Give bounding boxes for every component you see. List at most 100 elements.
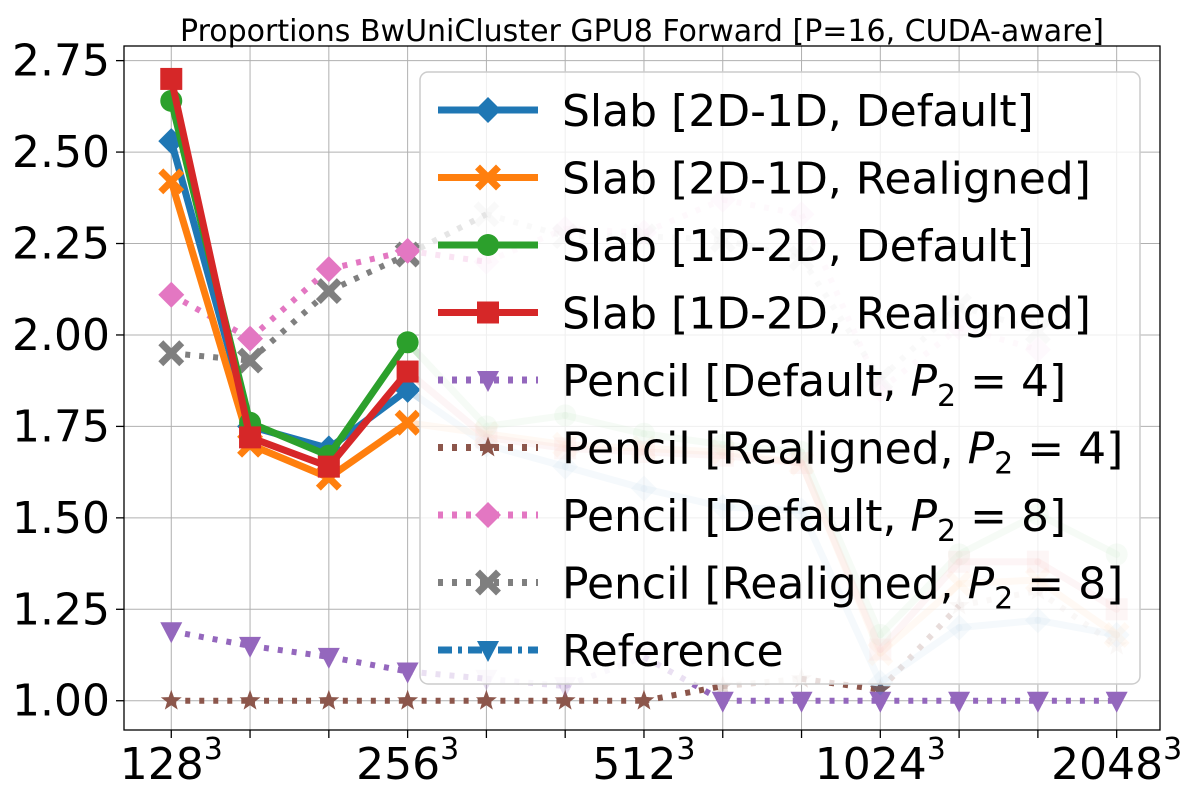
legend-entry: Pencil [Realigned, P2 = 4] — [438, 424, 1123, 482]
marker-shape — [396, 360, 419, 383]
marker-shape — [317, 455, 340, 478]
series-line-segment — [248, 288, 331, 363]
data-point — [158, 340, 185, 367]
marker-shape — [475, 689, 497, 710]
data-point — [394, 409, 421, 436]
data-point — [396, 331, 419, 354]
legend-label: Slab [1D-2D, Default] — [562, 221, 1034, 272]
marker-shape — [237, 347, 264, 374]
x-tick-label: 2563 — [356, 732, 459, 790]
y-tick-label: 2.00 — [12, 310, 110, 361]
marker-shape — [160, 67, 183, 90]
legend-entry: Pencil [Realigned, P2 = 8] — [438, 559, 1123, 617]
series-line-segment — [325, 338, 412, 460]
series-line-segment — [246, 433, 333, 471]
marker-shape — [711, 691, 734, 713]
series-line-segment — [325, 419, 412, 482]
data-point — [237, 347, 264, 374]
marker-shape — [160, 689, 182, 710]
marker-shape — [475, 164, 501, 191]
marker-shape — [790, 691, 813, 713]
legend: Slab [2D-1D, Default] Slab [2D-1D, Realig… — [419, 71, 1141, 685]
x-tick-label: 20483 — [1051, 732, 1182, 790]
y-tick-label: 2.25 — [12, 219, 110, 270]
legend-marker — [475, 569, 501, 596]
x-tick-label: 1283 — [120, 732, 223, 790]
marker-shape — [315, 256, 342, 283]
marker-shape — [317, 647, 340, 669]
legend-entry: Slab [2D-1D, Default] — [438, 86, 1034, 137]
data-point — [160, 67, 183, 90]
legend-label: Slab [2D-1D, Default] — [562, 86, 1034, 137]
marker-shape — [712, 675, 734, 696]
data-point — [160, 622, 183, 644]
marker-shape — [948, 691, 971, 713]
marker-shape — [394, 409, 421, 436]
marker-shape — [477, 234, 499, 256]
data-point — [394, 237, 421, 264]
marker-shape — [318, 689, 340, 710]
marker-shape — [633, 689, 655, 710]
data-point — [315, 278, 342, 305]
data-point — [239, 426, 262, 449]
marker-shape — [397, 689, 419, 710]
marker-shape — [239, 689, 261, 710]
marker-shape — [158, 168, 185, 195]
series-line-segment — [246, 441, 333, 482]
axes: 1.00 1.25 1.50 1.75 2.00 2.25 2.50 2.75 1283 2563… — [12, 36, 1182, 790]
marker-shape — [237, 325, 264, 352]
data-point — [790, 691, 813, 713]
data-point — [158, 281, 185, 308]
marker-shape — [158, 281, 185, 308]
legend-label: Slab [2D-1D, Realigned] — [562, 154, 1091, 205]
marker-shape — [554, 689, 576, 710]
marker-shape — [869, 691, 892, 713]
data-point — [318, 689, 340, 710]
data-point — [239, 636, 262, 658]
x-tick-label: 5123 — [592, 732, 695, 790]
y-tick-label: 2.50 — [12, 127, 110, 178]
legend-marker — [475, 164, 501, 191]
legend-marker — [475, 502, 501, 528]
series-line-segment — [248, 266, 331, 341]
data-point — [869, 691, 892, 713]
marker-shape — [869, 678, 891, 699]
legend-label: Pencil [Realigned, P2 = 4] — [562, 424, 1123, 482]
legend-marker — [477, 371, 499, 392]
x-tick-label: 10243 — [815, 732, 946, 790]
legend-marker — [475, 97, 501, 123]
data-point — [160, 689, 182, 710]
data-point — [712, 675, 734, 696]
legend-label: Pencil [Default, P2 = 8] — [562, 491, 1066, 549]
marker-shape — [475, 97, 501, 123]
marker-shape — [239, 636, 262, 658]
marker-shape — [475, 569, 501, 596]
data-point — [633, 689, 655, 710]
legend-marker — [477, 436, 499, 457]
y-tick-label: 1.50 — [12, 493, 110, 544]
data-point — [317, 647, 340, 669]
legend-label: Pencil [Realigned, P2 = 8] — [562, 559, 1123, 617]
data-point — [1026, 691, 1049, 713]
data-point — [475, 689, 497, 710]
data-point — [869, 678, 891, 699]
series-line-segment — [327, 251, 409, 294]
chart-title: Proportions BwUniCluster GPU8 Forward [P… — [180, 14, 1104, 49]
series-line-segment — [325, 368, 412, 471]
legend-marker — [477, 301, 499, 324]
legend-entry: Reference — [438, 626, 784, 677]
y-tick-label: 1.00 — [12, 676, 110, 727]
legend-label: Reference — [562, 626, 784, 677]
data-point — [1105, 691, 1128, 713]
legend-entry: Slab [1D-2D, Default] — [438, 221, 1034, 272]
y-tick-label: 2.75 — [12, 36, 110, 87]
legend-entry: Slab [1D-2D, Realigned] — [438, 289, 1091, 340]
legend-box — [419, 71, 1141, 685]
data-point — [158, 168, 185, 195]
data-point — [554, 689, 576, 710]
marker-shape — [160, 622, 183, 644]
marker-shape — [239, 426, 262, 449]
legend-entry: Pencil [Default, P2 = 4] — [438, 356, 1066, 414]
legend-label: Slab [1D-2D, Realigned] — [562, 289, 1091, 340]
data-point — [396, 662, 419, 684]
